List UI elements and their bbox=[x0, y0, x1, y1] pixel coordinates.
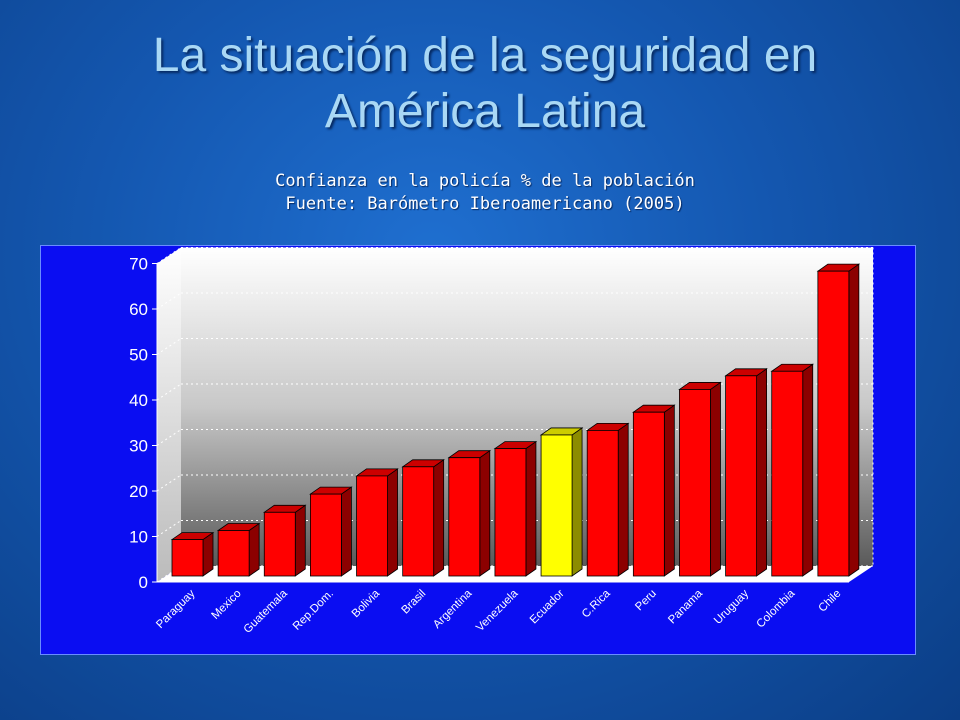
bar bbox=[494, 448, 527, 577]
x-tick-label: Rep.Dom. bbox=[291, 588, 336, 633]
x-tick-label: Venezuela bbox=[474, 587, 521, 634]
x-tick-label: Uruguay bbox=[712, 587, 751, 626]
chart-side-wall bbox=[157, 247, 181, 582]
bar-side bbox=[340, 486, 352, 577]
y-tick-label: 40 bbox=[129, 391, 148, 410]
x-tick-label: Paraguay bbox=[154, 587, 197, 630]
x-tick-label: C.Rica bbox=[580, 587, 613, 620]
bar bbox=[679, 389, 711, 577]
x-tick-label: Colombia bbox=[755, 587, 798, 630]
bar-side bbox=[479, 449, 491, 577]
bar bbox=[540, 434, 573, 577]
bar-side bbox=[617, 422, 629, 577]
x-tick-label: Argentina bbox=[431, 587, 475, 631]
bar-side bbox=[294, 504, 306, 577]
bar-side bbox=[202, 531, 214, 577]
y-tick-label: 50 bbox=[129, 346, 148, 365]
x-tick-label: Bolivia bbox=[350, 587, 383, 620]
bar-side bbox=[802, 363, 814, 577]
title-line-1: La situación de la seguridad en bbox=[152, 29, 818, 82]
bar-side bbox=[756, 368, 767, 577]
bar bbox=[817, 270, 850, 577]
x-tick-label: Ecuador bbox=[528, 588, 567, 627]
subtitle-line-2: Fuente: Barómetro Iberoamericano (2005) bbox=[285, 194, 685, 214]
bar-side bbox=[710, 381, 721, 577]
bar-side bbox=[848, 263, 860, 577]
bar-side bbox=[525, 440, 537, 577]
bar bbox=[402, 466, 435, 577]
bar-side bbox=[433, 459, 445, 577]
x-tick-label: Brasil bbox=[399, 588, 428, 617]
y-tick-label: 70 bbox=[129, 255, 148, 274]
bar bbox=[448, 457, 481, 577]
bar-side bbox=[248, 522, 260, 577]
bar bbox=[263, 511, 296, 577]
bar-side bbox=[571, 427, 583, 577]
x-tick-label: Chile bbox=[816, 588, 843, 615]
chart-panel: 0 10 20 30 40 50 60 70 Paraguay Mexico Guatemala Re… bbox=[40, 245, 916, 655]
bar bbox=[725, 375, 757, 577]
x-tick-label: Panama bbox=[666, 587, 705, 626]
x-tick-label: Mexico bbox=[210, 588, 244, 622]
bar bbox=[356, 475, 388, 577]
bar bbox=[171, 539, 204, 577]
bar-side bbox=[387, 468, 398, 577]
bar-side bbox=[663, 404, 675, 577]
y-tick-label: 60 bbox=[129, 300, 148, 319]
x-tick-label: Guatemala bbox=[242, 587, 291, 636]
bar bbox=[586, 429, 619, 577]
title-line-2: América Latina bbox=[324, 85, 646, 138]
chart-subtitle: Confianza en la policía % de la població… bbox=[0, 170, 960, 216]
y-tick-label: 0 bbox=[139, 573, 148, 592]
page-title: La situación de la seguridad en América … bbox=[0, 28, 960, 140]
bar bbox=[771, 370, 804, 577]
y-tick-label: 10 bbox=[129, 528, 148, 547]
subtitle-line-1: Confianza en la policía % de la població… bbox=[275, 171, 695, 191]
bar bbox=[309, 493, 342, 577]
bar bbox=[217, 530, 250, 577]
bar bbox=[632, 411, 665, 577]
y-tick-label: 30 bbox=[129, 437, 148, 456]
x-tick-label: Peru bbox=[633, 588, 659, 614]
y-tick-label: 20 bbox=[129, 482, 148, 501]
